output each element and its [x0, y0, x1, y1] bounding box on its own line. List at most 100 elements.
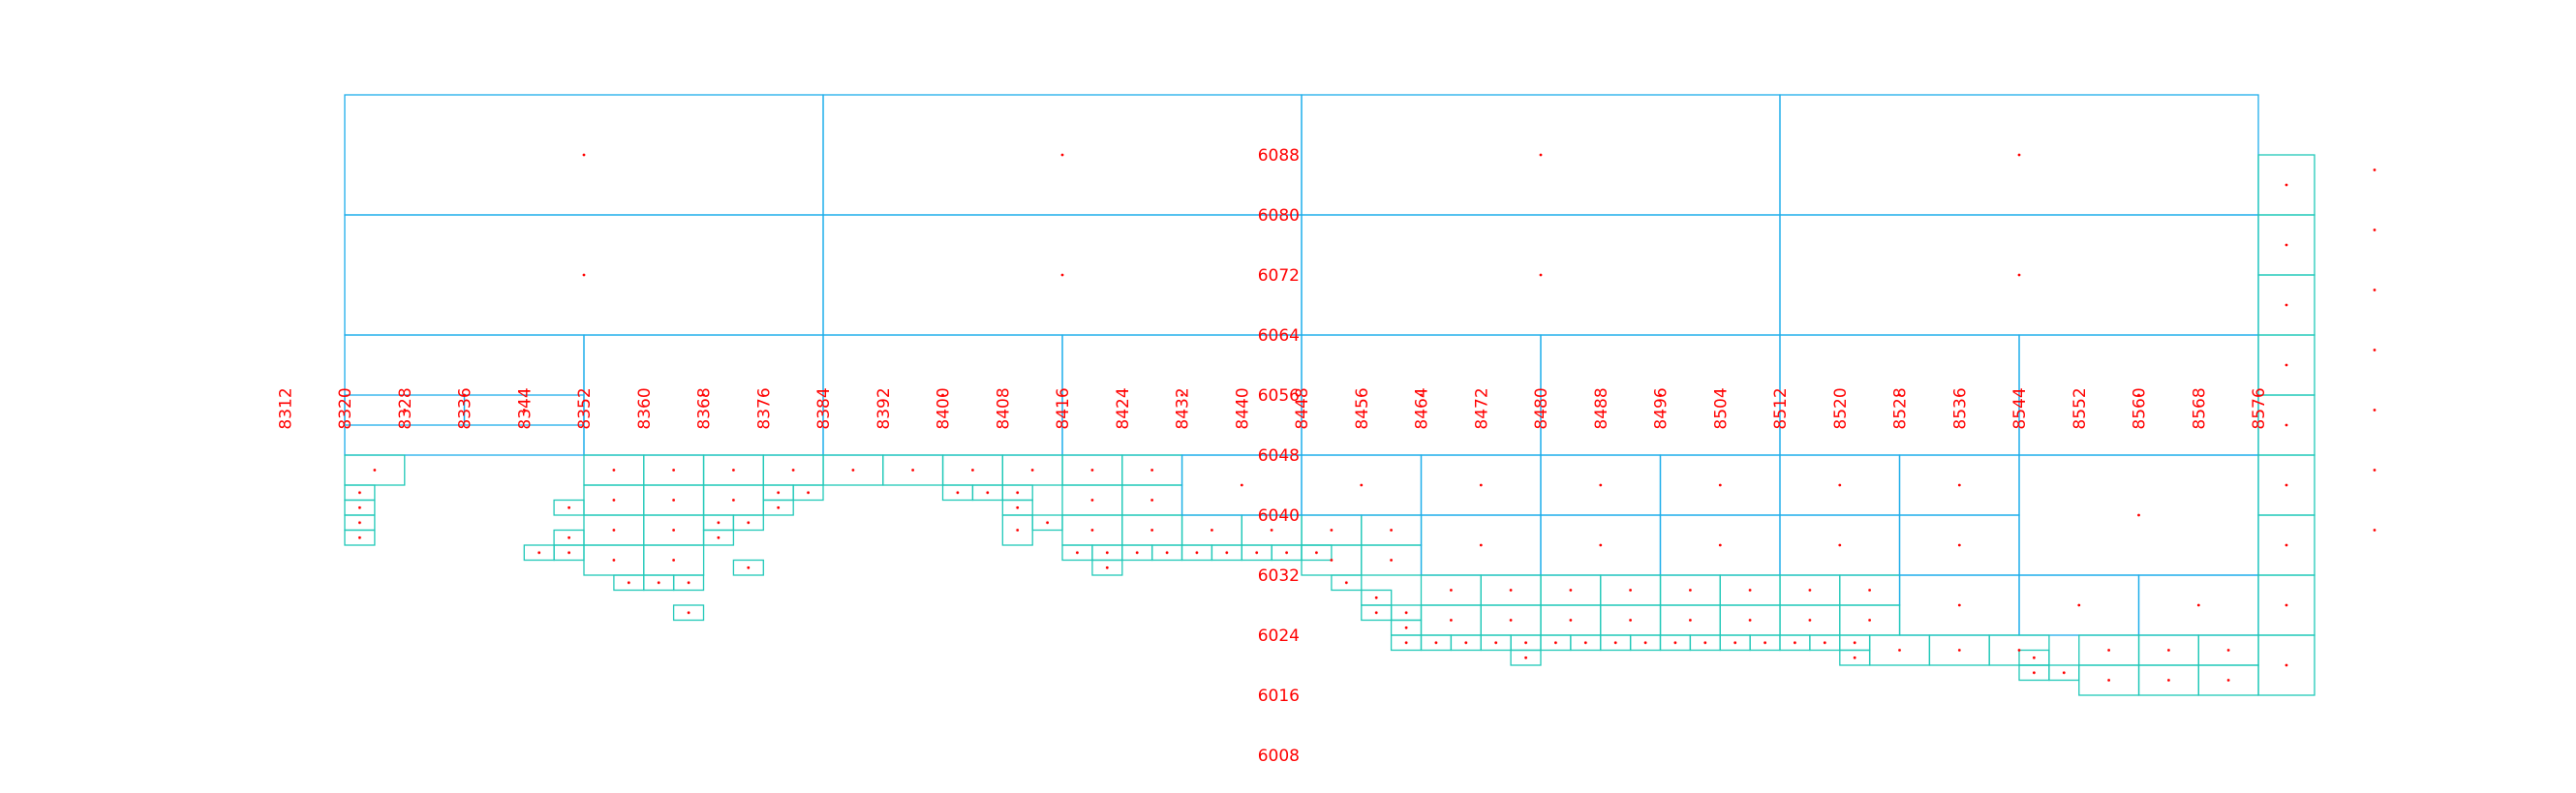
y-tick-label: 6016: [1258, 686, 1300, 706]
cell-center-point: [1255, 551, 1259, 555]
quadtree-cell: [672, 574, 705, 592]
cell-center-point: [911, 469, 914, 472]
cell-center-point: [1718, 483, 1722, 487]
cell-center-point: [2373, 469, 2377, 472]
cell-center-point: [1420, 393, 1423, 397]
x-tick-label: 8384: [814, 387, 834, 429]
cell-center-point: [1823, 641, 1826, 645]
cell-center-point: [1718, 543, 1722, 547]
cell-center-point: [2285, 663, 2288, 667]
cell-center-point: [1135, 551, 1139, 555]
cell-center-point: [2373, 289, 2377, 291]
y-tick-label: 6048: [1258, 446, 1300, 466]
cell-center-point: [1748, 589, 1752, 592]
cell-center-point: [2196, 603, 2200, 607]
cell-center-point: [1464, 641, 1468, 645]
cell-center-point: [612, 529, 616, 532]
cell-center-points: [358, 153, 2377, 682]
cell-center-point: [1957, 649, 1961, 652]
cell-center-point: [2285, 603, 2288, 607]
cell-center-point: [672, 499, 675, 502]
cell-center-point: [2285, 423, 2288, 427]
x-tick-label: 8424: [1114, 387, 1133, 429]
cell-center-point: [1450, 619, 1453, 622]
x-tick-label: 8432: [1174, 387, 1193, 429]
cell-center-point: [567, 505, 570, 509]
cell-center-point: [1689, 619, 1692, 622]
cell-center-point: [537, 551, 541, 555]
cell-center-point: [2373, 229, 2377, 231]
cell-center-point: [1404, 611, 1408, 615]
cell-center-point: [2285, 303, 2288, 307]
cell-center-point: [2226, 679, 2230, 682]
quadtree-cell: [2257, 574, 2315, 636]
y-tick-label: 6080: [1258, 206, 1300, 226]
cell-center-point: [1016, 491, 1020, 495]
cell-center-point: [732, 499, 735, 502]
cell-center-point: [1554, 641, 1557, 645]
cell-center-point: [1853, 641, 1856, 645]
cell-center-point: [1868, 589, 1871, 592]
cell-center-point: [522, 409, 526, 412]
cell-center-point: [627, 581, 630, 585]
cell-center-point: [2167, 649, 2170, 652]
cell-center-point: [2017, 649, 2021, 652]
cell-center-point: [777, 505, 781, 509]
cell-center-point: [1838, 483, 1842, 487]
cell-center-point: [582, 153, 586, 157]
cell-center-point: [1150, 529, 1153, 532]
cell-center-point: [612, 559, 616, 562]
x-tick-label: 8576: [2250, 387, 2269, 429]
cell-center-point: [2373, 349, 2377, 351]
cell-center-point: [2137, 393, 2140, 397]
cell-center-point: [1569, 619, 1573, 622]
x-tick-label: 8528: [1891, 387, 1911, 429]
cell-center-point: [1390, 559, 1393, 562]
y-tick-label: 6032: [1258, 566, 1300, 586]
cell-center-point: [1360, 483, 1364, 487]
cell-center-point: [1629, 589, 1632, 592]
cell-center-point: [2373, 409, 2377, 412]
quadtree-cell: [463, 394, 585, 426]
x-tick-label: 8464: [1413, 387, 1432, 429]
cell-center-point: [1539, 153, 1543, 157]
cell-center-point: [1060, 153, 1064, 157]
cell-center-point: [1957, 543, 1961, 547]
x-tick-label: 8456: [1353, 387, 1372, 429]
cell-center-point: [1808, 619, 1812, 622]
x-tick-label: 8400: [935, 387, 954, 429]
quadtree-cell: [1091, 559, 1123, 576]
cell-center-point: [2062, 671, 2066, 675]
cell-center-point: [358, 505, 361, 509]
cell-center-point: [582, 273, 586, 277]
cell-center-point: [1374, 595, 1378, 599]
cell-center-point: [2033, 671, 2036, 675]
quadtree-cell: [1331, 574, 1363, 592]
cell-center-point: [1090, 529, 1094, 532]
x-tick-label: 8480: [1532, 387, 1551, 429]
cell-center-point: [1211, 529, 1213, 532]
cell-center-point: [1569, 589, 1573, 592]
cell-center-point: [1479, 483, 1483, 487]
x-tick-label: 8368: [695, 387, 715, 429]
x-tick-label: 8544: [2010, 387, 2030, 429]
x-tick-label: 8328: [396, 387, 415, 429]
y-tick-label: 6024: [1258, 626, 1300, 646]
y-tick-label: 6088: [1258, 146, 1300, 166]
cell-center-point: [986, 491, 990, 495]
cell-center-point: [612, 469, 616, 472]
cell-center-point: [1733, 641, 1737, 645]
cell-center-point: [358, 521, 361, 525]
cell-center-point: [941, 393, 944, 397]
cell-center-point: [956, 491, 960, 495]
cell-center-point: [1763, 641, 1766, 645]
cell-center-point: [971, 469, 974, 472]
x-tick-label: 8568: [2190, 387, 2209, 429]
cell-center-point: [1524, 656, 1527, 659]
cell-center-point: [358, 535, 361, 539]
cell-center-point: [2285, 483, 2288, 487]
x-tick-label: 8472: [1472, 387, 1491, 429]
cell-center-point: [1659, 393, 1662, 397]
quadtree-cell: [672, 604, 705, 622]
cell-center-point: [1240, 483, 1243, 487]
